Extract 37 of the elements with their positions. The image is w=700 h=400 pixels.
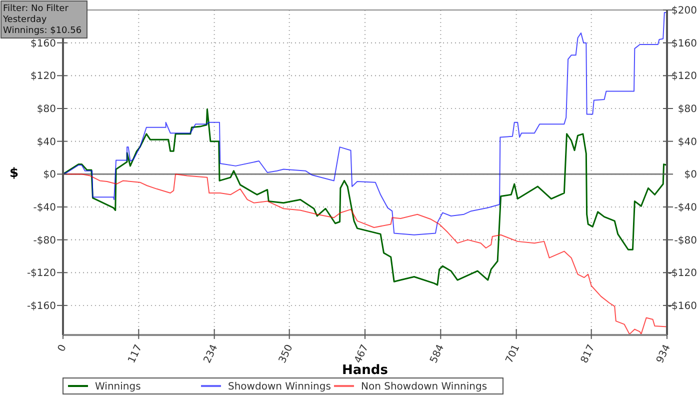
y2-tick-label: $160: [672, 38, 697, 50]
y2-tick-label: -$120: [668, 268, 697, 280]
y-tick-label: $40: [36, 136, 56, 148]
x-axis-title: Hands: [342, 363, 388, 378]
x-tick-label: 584: [428, 343, 447, 366]
legend-label: Non Showdown Winnings: [361, 382, 488, 392]
x-tick-label: 701: [504, 343, 522, 366]
text: Yesterday: [2, 15, 48, 25]
y-tick-label: $160: [30, 38, 56, 50]
annotation: Winnings: $10.56: [3, 26, 82, 36]
line-series: [62, 108, 668, 286]
x-tick-label: 234: [202, 343, 220, 366]
x-tick-label: 934: [654, 343, 673, 366]
x-tick-label: 817: [579, 343, 598, 366]
y-tick-label: $0: [43, 170, 56, 181]
y2-tick-label: -$160: [668, 300, 697, 312]
x-tick-label: 350: [277, 343, 296, 366]
y-tick-label: $80: [36, 104, 56, 115]
x-tick-label: 117: [126, 343, 145, 366]
legend-label: Showdown Winnings: [228, 382, 331, 392]
y2-tick-label: -$40: [674, 202, 697, 214]
y2-tick-label: $80: [678, 104, 697, 115]
y2-tick-label: -$80: [674, 235, 697, 246]
y-tick-label: -$120: [26, 268, 56, 280]
x-tick-label: 467: [352, 343, 371, 366]
y2-tick-label: $200: [672, 6, 697, 16]
y-tick-label: -$80: [33, 235, 56, 246]
y-tick-label: $120: [30, 71, 56, 82]
y2-tick-label: $120: [672, 71, 697, 82]
y-axis-title: $: [9, 166, 19, 182]
y-tick-label: -$40: [33, 202, 56, 214]
legend-label: Winnings: [95, 382, 141, 392]
y2-tick-label: $0: [684, 170, 697, 181]
y-tick-label: -$160: [26, 300, 56, 312]
annotation: Filter: No Filter: [3, 4, 69, 14]
x-tick-label: 0: [56, 343, 69, 354]
y2-tick-label: $40: [678, 136, 697, 148]
